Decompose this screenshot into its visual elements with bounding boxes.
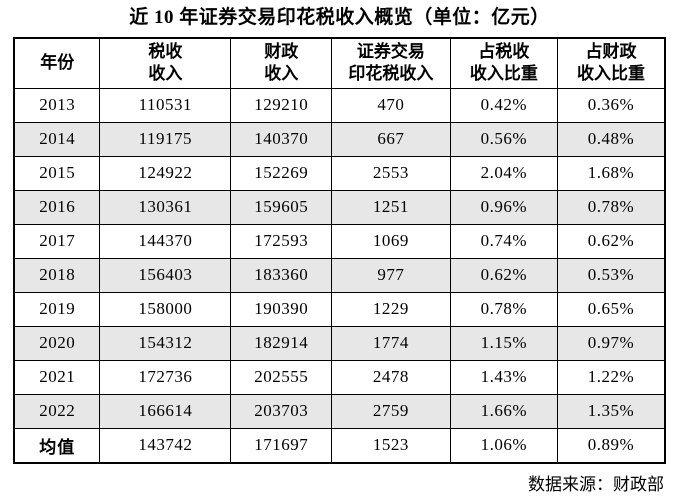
table-cell: 1229 — [331, 291, 451, 327]
header-cell-4: 占税收 收入比重 — [449, 37, 559, 89]
row-label-cell: 2014 — [13, 121, 101, 157]
table-cell: 1.66% — [449, 393, 559, 429]
table-cell: 144370 — [99, 223, 232, 259]
table-cell: 1.68% — [557, 155, 666, 191]
table-cell: 1.06% — [449, 427, 559, 464]
table-cell: 1.35% — [557, 393, 666, 429]
table-cell: 1523 — [331, 427, 451, 464]
table-cell: 2759 — [331, 393, 451, 429]
table-row: 2019 158000 190390 1229 0.78% 0.65% — [13, 291, 666, 327]
row-label-cell: 2016 — [13, 189, 101, 225]
table-cell: 171697 — [230, 427, 333, 464]
header-cell-1: 税收 收入 — [99, 37, 232, 89]
table-cell: 1.15% — [449, 325, 559, 361]
table-row: 2018 156403 183360 977 0.62% 0.53% — [13, 257, 666, 293]
table-cell: 172736 — [99, 359, 232, 395]
header-cell-3: 证券交易 印花税收入 — [331, 37, 451, 89]
header-cell-5: 占财政 收入比重 — [557, 37, 666, 89]
table-cell: 202555 — [230, 359, 333, 395]
table-row: 2013 110531 129210 470 0.42% 0.36% — [13, 87, 666, 123]
table-cell: 0.74% — [449, 223, 559, 259]
table-cell: 2478 — [331, 359, 451, 395]
table-cell: 140370 — [230, 121, 333, 157]
table-cell: 110531 — [99, 87, 232, 123]
table-cell: 0.97% — [557, 325, 666, 361]
table-header-row: 年份 税收 收入 财政 收入 证券交易 印花税收入 占税收 收入比重 占财政 收入比重 — [13, 37, 666, 89]
table-cell: 130361 — [99, 189, 232, 225]
table-cell: 0.78% — [557, 189, 666, 225]
table-row: 2015 124922 152269 2553 2.04% 1.68% — [13, 155, 666, 191]
table-cell: 190390 — [230, 291, 333, 327]
table-cell: 0.36% — [557, 87, 666, 123]
table-cell: 158000 — [99, 291, 232, 327]
table-cell: 182914 — [230, 325, 333, 361]
data-source-note: 数据来源：财政部 — [528, 474, 664, 494]
table-cell: 143742 — [99, 427, 232, 464]
table-row: 均值 143742 171697 1523 1.06% 0.89% — [13, 427, 666, 464]
table-cell: 0.53% — [557, 257, 666, 293]
table-cell: 0.96% — [449, 189, 559, 225]
table-body: 2013 110531 129210 470 0.42% 0.36% 2014 119175 1… — [13, 87, 666, 464]
row-label-cell: 2021 — [13, 359, 101, 395]
table-row: 2016 130361 159605 1251 0.96% 0.78% — [13, 189, 666, 225]
data-table: 年份 税收 收入 财政 收入 证券交易 印花税收入 占税收 收入比重 占财政 收入比重 2… — [13, 36, 666, 464]
table-cell: 154312 — [99, 325, 232, 361]
table-row: 2020 154312 182914 1774 1.15% 0.97% — [13, 325, 666, 361]
table-cell: 183360 — [230, 257, 333, 293]
table-cell: 1251 — [331, 189, 451, 225]
table-cell: 156403 — [99, 257, 232, 293]
row-label-cell: 2015 — [13, 155, 101, 191]
table-cell: 172593 — [230, 223, 333, 259]
row-label-cell: 2022 — [13, 393, 101, 429]
table-row: 2017 144370 172593 1069 0.74% 0.62% — [13, 223, 666, 259]
row-label-cell: 均值 — [13, 427, 101, 464]
table-cell: 1069 — [331, 223, 451, 259]
table-cell: 159605 — [230, 189, 333, 225]
table-cell: 0.78% — [449, 291, 559, 327]
table-cell: 1.22% — [557, 359, 666, 395]
table-cell: 1.43% — [449, 359, 559, 395]
row-label-cell: 2013 — [13, 87, 101, 123]
row-label-cell: 2020 — [13, 325, 101, 361]
table-cell: 203703 — [230, 393, 333, 429]
row-label-cell: 2017 — [13, 223, 101, 259]
table-cell: 667 — [331, 121, 451, 157]
table-cell: 129210 — [230, 87, 333, 123]
table-cell: 0.62% — [557, 223, 666, 259]
table-cell: 2553 — [331, 155, 451, 191]
row-label-cell: 2018 — [13, 257, 101, 293]
table-cell: 0.65% — [557, 291, 666, 327]
table-row: 2021 172736 202555 2478 1.43% 1.22% — [13, 359, 666, 395]
table-container: 年份 税收 收入 财政 收入 证券交易 印花税收入 占税收 收入比重 占财政 收入比重 2… — [13, 36, 666, 464]
table-cell: 124922 — [99, 155, 232, 191]
header-cell-2: 财政 收入 — [230, 37, 333, 89]
table-cell: 166614 — [99, 393, 232, 429]
table-cell: 2.04% — [449, 155, 559, 191]
table-cell: 470 — [331, 87, 451, 123]
table-row: 2014 119175 140370 667 0.56% 0.48% — [13, 121, 666, 157]
table-cell: 0.42% — [449, 87, 559, 123]
table-cell: 152269 — [230, 155, 333, 191]
table-cell: 1774 — [331, 325, 451, 361]
table-cell: 119175 — [99, 121, 232, 157]
table-cell: 0.89% — [557, 427, 666, 464]
header-cell-0: 年份 — [13, 37, 101, 89]
table-cell: 977 — [331, 257, 451, 293]
table-cell: 0.48% — [557, 121, 666, 157]
table-cell: 0.56% — [449, 121, 559, 157]
row-label-cell: 2019 — [13, 291, 101, 327]
table-cell: 0.62% — [449, 257, 559, 293]
table-row: 2022 166614 203703 2759 1.66% 1.35% — [13, 393, 666, 429]
page-title: 近 10 年证券交易印花税收入概览（单位：亿元） — [129, 7, 550, 28]
